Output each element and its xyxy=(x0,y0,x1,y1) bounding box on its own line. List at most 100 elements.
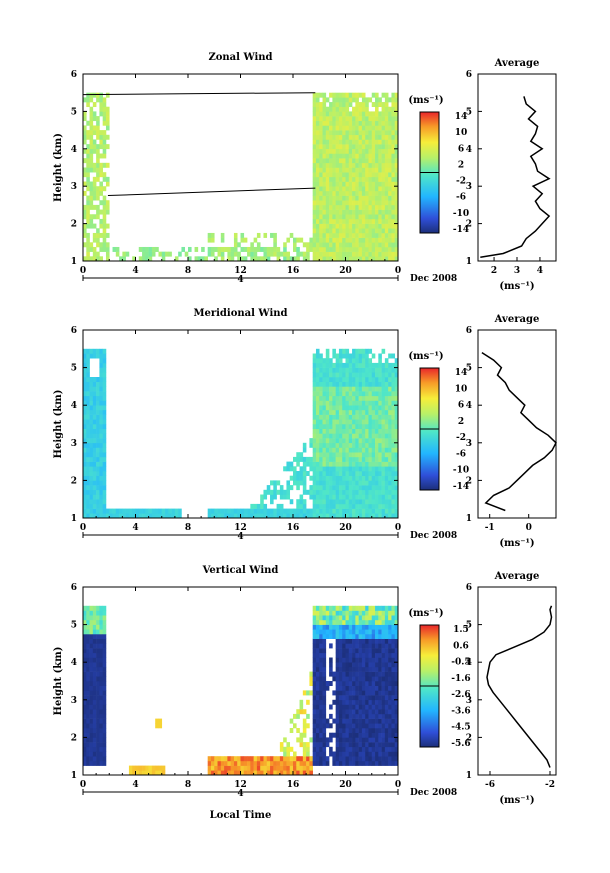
heatmap-cell xyxy=(256,765,261,771)
heatmap-cell xyxy=(270,499,274,505)
heatmap-cell xyxy=(122,251,126,257)
heatmap-cell xyxy=(315,447,320,453)
heatmap-cell xyxy=(394,442,399,448)
heatmap-cell xyxy=(220,765,225,771)
heatmap-cell xyxy=(92,695,97,701)
heatmap-cell xyxy=(243,246,248,252)
heatmap-cell xyxy=(361,377,366,382)
heatmap-cell xyxy=(312,386,317,392)
heatmap-cell xyxy=(384,186,389,192)
heatmap-cell xyxy=(319,200,323,206)
heatmap-cell xyxy=(315,699,320,705)
heatmap-cell xyxy=(352,256,356,262)
heatmap-cell xyxy=(391,172,396,178)
heatmap-cell xyxy=(352,395,356,401)
heatmap-cell xyxy=(86,718,90,724)
heatmap-cell xyxy=(381,480,386,486)
heatmap-cell xyxy=(365,97,369,103)
heatmap-cell xyxy=(145,256,149,262)
heatmap-cell xyxy=(391,181,396,187)
heatmap-cell xyxy=(378,610,382,616)
heatmap-cell xyxy=(384,619,389,625)
heatmap-cell xyxy=(345,471,350,476)
heatmap-cell xyxy=(394,214,399,220)
heatmap-cell xyxy=(371,638,376,644)
heatmap-cell xyxy=(352,643,356,649)
heatmap-cell xyxy=(361,200,366,206)
heatmap-cell xyxy=(371,148,376,154)
heatmap-cell xyxy=(355,358,359,364)
heatmap-cell xyxy=(361,657,366,663)
heatmap-cell xyxy=(352,130,356,136)
heatmap-cell xyxy=(391,144,396,150)
heatmap-cell xyxy=(342,471,346,476)
heatmap-cell xyxy=(332,447,336,453)
heatmap-cell xyxy=(312,494,317,500)
heatmap-cell xyxy=(371,218,376,224)
heatmap-cell xyxy=(365,629,369,635)
heatmap-cell xyxy=(378,97,382,103)
heatmap-cell xyxy=(375,433,379,439)
heatmap-cell xyxy=(329,447,333,453)
heatmap-cell xyxy=(332,466,336,472)
heatmap-cell xyxy=(348,120,353,126)
heatmap-cell xyxy=(325,116,330,122)
heatmap-cell xyxy=(306,513,310,519)
heatmap-cell xyxy=(332,246,336,252)
heatmap-cell xyxy=(89,718,94,724)
heatmap-cell xyxy=(128,765,133,771)
heatmap-cell xyxy=(312,111,317,117)
heatmap-cell xyxy=(302,475,307,481)
average-profile-line xyxy=(481,351,557,512)
heatmap-cell xyxy=(355,186,359,192)
heatmap-cell xyxy=(83,666,87,672)
heatmap-cell xyxy=(102,372,107,378)
heatmap-cell xyxy=(102,503,107,509)
heatmap-cell xyxy=(296,452,300,458)
heatmap-cell xyxy=(99,699,103,705)
heatmap-cell xyxy=(105,242,110,248)
heatmap-cell xyxy=(89,662,94,668)
heatmap-cell xyxy=(358,499,363,505)
heatmap-cell xyxy=(391,353,396,359)
heatmap-cell xyxy=(329,395,333,401)
heatmap-cell xyxy=(332,148,336,154)
heatmap-cell xyxy=(384,624,389,630)
heatmap-cell xyxy=(345,685,350,691)
heatmap-cell xyxy=(388,638,392,644)
heatmap-cell xyxy=(394,499,399,505)
heatmap-cell xyxy=(394,120,399,126)
heatmap-cell xyxy=(99,615,103,621)
heatmap-cell xyxy=(338,718,343,724)
heatmap-cell xyxy=(381,605,386,611)
heatmap-cell xyxy=(289,485,294,491)
heatmap-cell xyxy=(391,447,396,453)
heatmap-cell xyxy=(312,92,317,98)
heatmap-cell xyxy=(375,228,379,234)
heatmap-cell xyxy=(83,134,87,140)
date-suffix: Dec 2008 xyxy=(410,531,457,541)
heatmap-cell xyxy=(256,232,261,238)
heatmap-cell xyxy=(315,190,320,196)
heatmap-cell xyxy=(365,139,369,145)
heatmap-cell xyxy=(381,367,386,373)
heatmap-cell xyxy=(315,605,320,611)
heatmap-cell xyxy=(325,111,330,117)
date-label: 4 xyxy=(237,789,243,799)
heatmap-cell xyxy=(89,438,94,444)
heatmap-cell xyxy=(388,760,392,766)
heatmap-cell xyxy=(355,419,359,425)
heatmap-cell xyxy=(368,503,373,509)
heatmap-cell xyxy=(358,447,363,453)
heatmap-cell xyxy=(315,634,320,639)
heatmap-cell xyxy=(375,737,379,743)
heatmap-cell xyxy=(99,391,103,397)
heatmap-cell xyxy=(102,97,107,103)
heatmap-cell xyxy=(105,125,110,131)
heatmap-cell xyxy=(371,251,376,257)
heatmap-cell xyxy=(378,400,382,406)
heatmap-cell xyxy=(217,508,222,514)
heatmap-cell xyxy=(312,461,317,467)
heatmap-cell xyxy=(358,728,363,733)
heatmap-cell xyxy=(381,144,386,150)
